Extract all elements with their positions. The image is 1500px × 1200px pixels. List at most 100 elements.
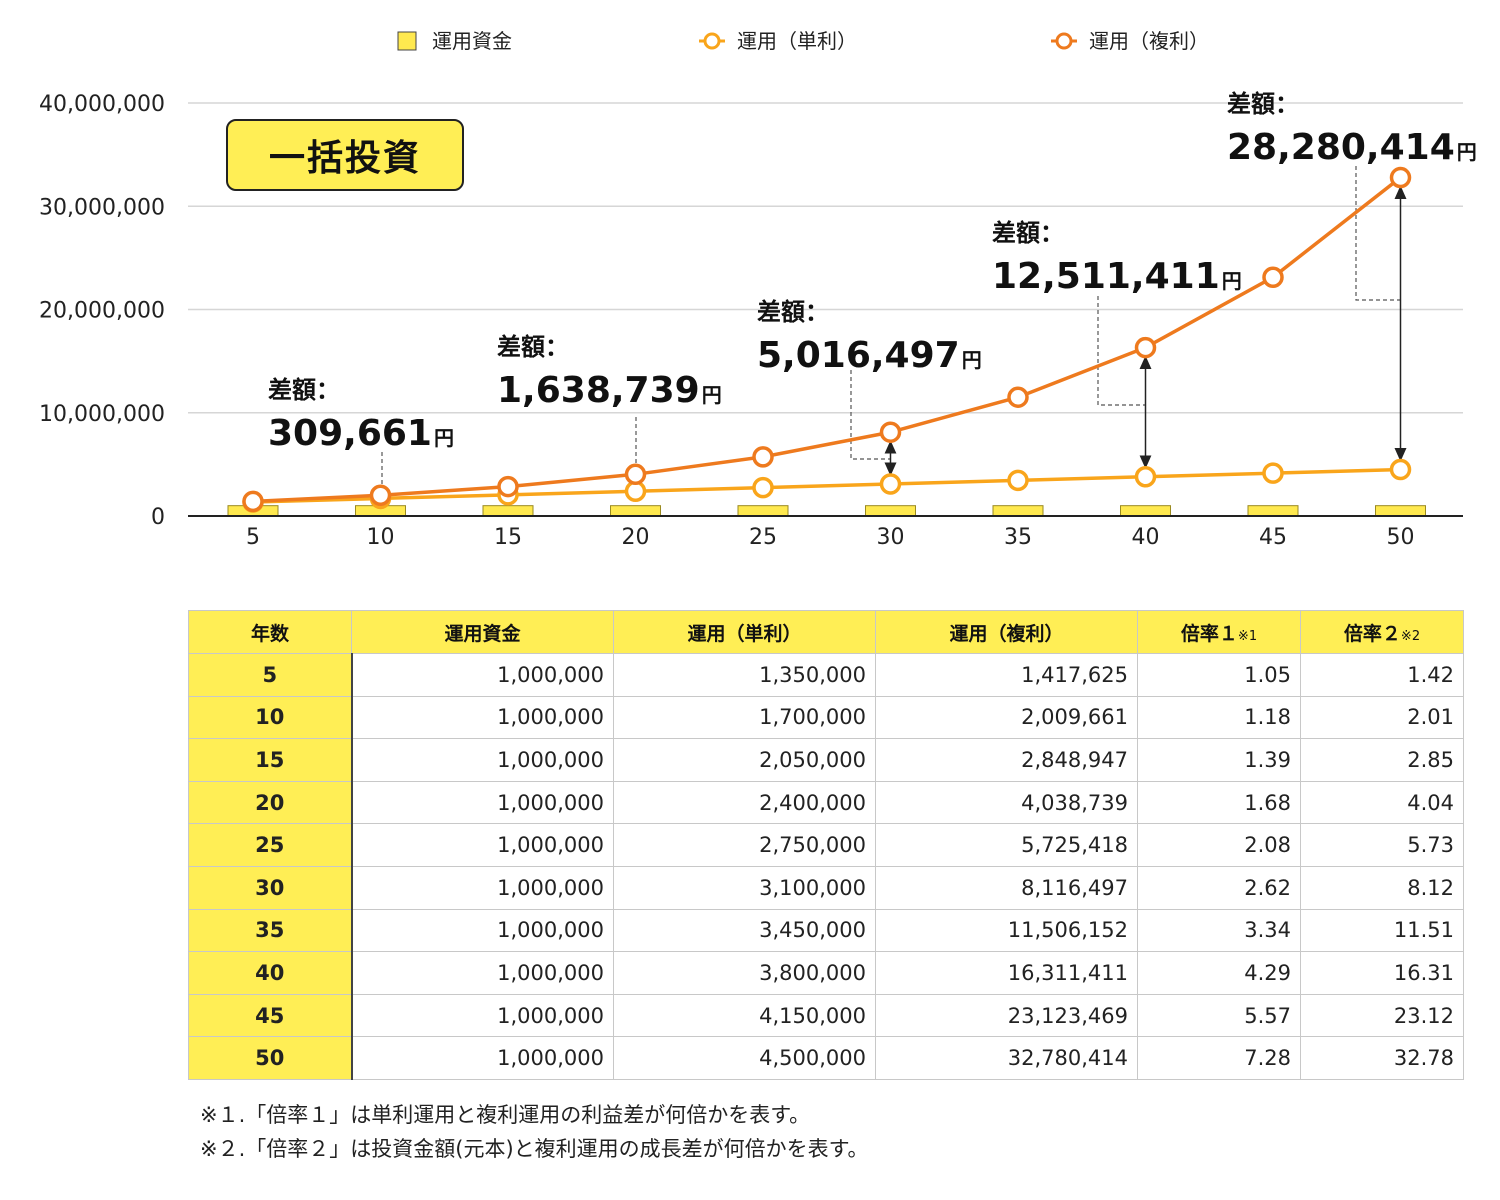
table-header-row: 年数 運用資金 運用（単利） 運用（複利） 倍率１※1 倍率２※2 bbox=[188, 610, 1464, 654]
point-compound bbox=[879, 421, 902, 443]
table-cell: 7.28 bbox=[1137, 1036, 1301, 1080]
annotation-value: 28,280,414 円 bbox=[1227, 127, 1477, 168]
table-cell: 4.04 bbox=[1300, 780, 1464, 825]
x-tick-label: 25 bbox=[749, 525, 777, 550]
table-cell: 4,500,000 bbox=[613, 1036, 876, 1080]
table-cell: 2,750,000 bbox=[613, 823, 876, 867]
point-simple bbox=[752, 476, 774, 499]
table-cell: 2.85 bbox=[1300, 738, 1464, 782]
table-cell: 10 bbox=[188, 695, 353, 740]
table-cell: 4,038,739 bbox=[875, 780, 1138, 825]
y-tick-label: 40,000,000 bbox=[39, 92, 165, 117]
table-cell: 8,116,497 bbox=[875, 865, 1138, 910]
annotation-label: 差額： bbox=[497, 333, 569, 361]
table-cell: 23.12 bbox=[1300, 993, 1464, 1038]
table-cell: 40 bbox=[188, 951, 353, 995]
legend-label: 運用（複利） bbox=[1089, 29, 1209, 53]
point-compound bbox=[1262, 266, 1284, 289]
table-cell: 45 bbox=[188, 993, 353, 1038]
table-cell: 32,780,414 bbox=[875, 1036, 1138, 1080]
table-cell: 2,050,000 bbox=[613, 738, 876, 782]
table-row: 10 1,000,000 1,700,000 2,009,661 1.18 2.01 bbox=[188, 695, 1464, 740]
x-tick-label: 5 bbox=[246, 525, 260, 550]
x-tick-label: 20 bbox=[622, 525, 650, 550]
table-cell: 1,000,000 bbox=[351, 1036, 614, 1080]
point-simple bbox=[1007, 469, 1029, 492]
table-cell: 5.73 bbox=[1300, 823, 1464, 867]
line-simple bbox=[252, 467, 1401, 504]
annotation-value: 12,511,411 円 bbox=[992, 256, 1242, 297]
table-row: 15 1,000,000 2,050,000 2,848,947 1.39 2.85 bbox=[188, 738, 1464, 782]
table-cell: 20 bbox=[188, 780, 353, 825]
annotation-amount: 309,661 bbox=[268, 413, 432, 454]
bar-capital bbox=[737, 505, 789, 517]
bar-capital bbox=[610, 505, 661, 517]
bar-capital bbox=[865, 505, 916, 517]
table-cell: 2.08 bbox=[1137, 823, 1301, 867]
header-ratio1: 倍率１※1 bbox=[1137, 610, 1301, 654]
table-cell: 5 bbox=[188, 653, 353, 697]
legend-swatch-square bbox=[397, 31, 417, 51]
annotation-leader bbox=[850, 370, 890, 460]
bar-capital bbox=[1120, 505, 1171, 517]
table-cell: 15 bbox=[188, 738, 353, 782]
table-row: 20 1,000,000 2,400,000 4,038,739 1.68 4.04 bbox=[188, 780, 1464, 825]
table-cell: 1,417,625 bbox=[875, 653, 1138, 697]
table-cell: 3.34 bbox=[1137, 908, 1301, 953]
annotation-unit: 円 bbox=[962, 348, 982, 372]
point-compound bbox=[1389, 166, 1412, 189]
annotation-label: 差額： bbox=[1227, 90, 1299, 118]
table-cell: 11,506,152 bbox=[875, 908, 1138, 953]
x-tick-label: 45 bbox=[1259, 525, 1287, 550]
table-cell: 4.29 bbox=[1137, 951, 1301, 995]
footnotes: ※１.「倍率１」は単利運用と複利運用の利益差が何倍かを表す。 ※２.「倍率２」は… bbox=[200, 1098, 869, 1166]
table-cell: 2.01 bbox=[1300, 695, 1464, 740]
annotation-value: 309,661 円 bbox=[268, 413, 454, 454]
table-cell: 1,000,000 bbox=[351, 908, 614, 953]
annotation-unit: 円 bbox=[1457, 140, 1477, 164]
x-tick-label: 50 bbox=[1387, 525, 1415, 550]
table-cell: 1,000,000 bbox=[351, 780, 614, 825]
x-tick-label: 40 bbox=[1132, 525, 1160, 550]
table-cell: 16,311,411 bbox=[875, 951, 1138, 995]
table-cell: 23,123,469 bbox=[875, 993, 1138, 1038]
table-cell: 1,000,000 bbox=[351, 865, 614, 910]
table-cell: 1,000,000 bbox=[351, 653, 614, 697]
annotation-label: 差額： bbox=[757, 298, 829, 326]
point-simple bbox=[1389, 458, 1412, 481]
footnote-1: ※１.「倍率１」は単利運用と複利運用の利益差が何倍かを表す。 bbox=[200, 1103, 811, 1127]
annotation-label: 差額： bbox=[268, 376, 340, 404]
annotation-amount: 5,016,497 bbox=[757, 335, 960, 376]
table-cell: 50 bbox=[188, 1036, 353, 1080]
table-row: 5 1,000,000 1,350,000 1,417,625 1.05 1.42 bbox=[188, 653, 1464, 697]
header-capital: 運用資金 bbox=[351, 610, 614, 654]
legend-swatch-circle bbox=[1055, 32, 1073, 50]
table-cell: 2.62 bbox=[1137, 865, 1301, 910]
y-tick-label: 10,000,000 bbox=[39, 402, 165, 427]
table-cell: 1,350,000 bbox=[613, 653, 876, 697]
table-cell: 4,150,000 bbox=[613, 993, 876, 1038]
table-cell: 11.51 bbox=[1300, 908, 1464, 953]
header-simple: 運用（単利） bbox=[613, 610, 876, 654]
table-cell: 1.18 bbox=[1137, 695, 1301, 740]
table-cell: 1,000,000 bbox=[351, 695, 614, 740]
table-cell: 1.42 bbox=[1300, 653, 1464, 697]
table-cell: 2,009,661 bbox=[875, 695, 1138, 740]
table-row: 35 1,000,000 3,450,000 11,506,152 3.34 11.51 bbox=[188, 908, 1464, 953]
table-cell: 16.31 bbox=[1300, 951, 1464, 995]
table-cell: 3,800,000 bbox=[613, 951, 876, 995]
point-simple bbox=[1134, 466, 1157, 488]
point-compound bbox=[242, 490, 264, 513]
table-cell: 1,000,000 bbox=[351, 738, 614, 782]
table-cell: 8.12 bbox=[1300, 865, 1464, 910]
table-cell: 1,700,000 bbox=[613, 695, 876, 740]
table-cell: 3,450,000 bbox=[613, 908, 876, 953]
table-cell: 5,725,418 bbox=[875, 823, 1138, 867]
annotation-amount: 1,638,739 bbox=[497, 370, 700, 411]
table-cell: 1,000,000 bbox=[351, 993, 614, 1038]
table-row: 30 1,000,000 3,100,000 8,116,497 2.62 8.12 bbox=[188, 865, 1464, 910]
table-row: 25 1,000,000 2,750,000 5,725,418 2.08 5.73 bbox=[188, 823, 1464, 867]
table-cell: 1,000,000 bbox=[351, 823, 614, 867]
table-row: 40 1,000,000 3,800,000 16,311,411 4.29 16.31 bbox=[188, 951, 1464, 995]
header-ratio2: 倍率２※2 bbox=[1300, 610, 1464, 654]
